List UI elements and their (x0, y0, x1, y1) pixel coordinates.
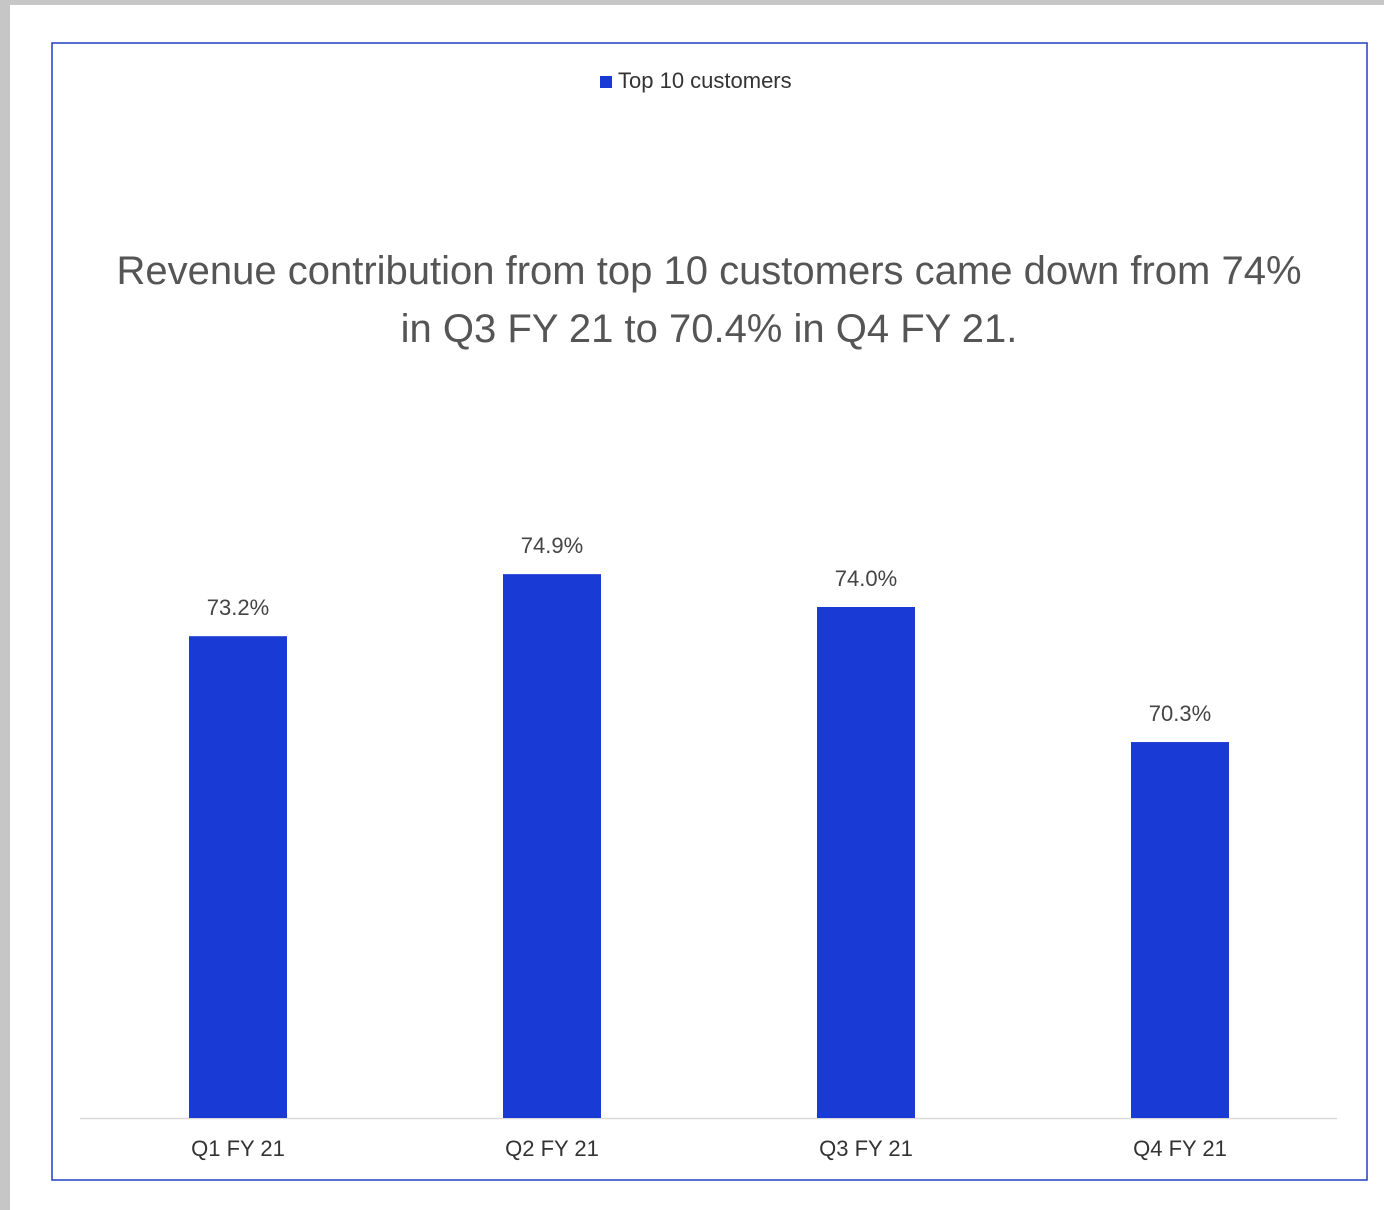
x-tick-label: Q2 FY 21 (505, 1136, 599, 1161)
legend-label: Top 10 customers (618, 68, 792, 93)
data-label: 74.0% (835, 566, 897, 591)
window-edge (0, 0, 10, 1210)
chart-title: Revenue contribution from top 10 custome… (116, 249, 1302, 351)
legend-swatch (600, 76, 612, 88)
window-edge (0, 0, 1384, 5)
data-label: 74.9% (521, 533, 583, 558)
x-tick-label: Q4 FY 21 (1133, 1136, 1227, 1161)
bar (503, 574, 601, 1118)
bar (1131, 742, 1229, 1118)
data-label: 73.2% (207, 595, 269, 620)
data-label: 70.3% (1149, 701, 1211, 726)
x-tick-label: Q3 FY 21 (819, 1136, 913, 1161)
bar (817, 607, 915, 1118)
bar (189, 636, 287, 1118)
x-tick-label: Q1 FY 21 (191, 1136, 285, 1161)
